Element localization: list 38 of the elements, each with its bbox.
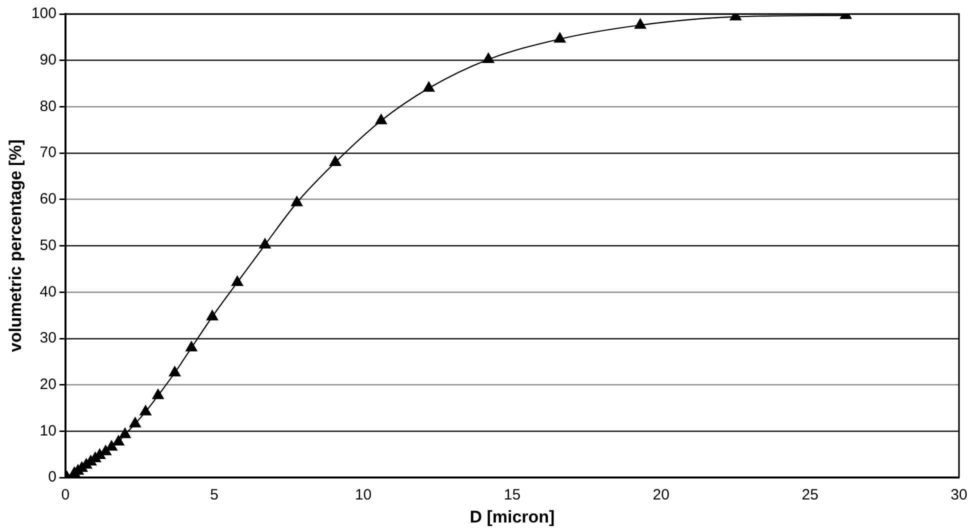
point (206, 310, 218, 320)
y-tick-label: 40 (40, 283, 56, 300)
y-tick-label: 0 (48, 468, 56, 486)
y-tick-label: 70 (40, 144, 56, 162)
point (423, 82, 435, 92)
x-tick-label: 0 (61, 486, 70, 504)
point (231, 276, 244, 286)
point (634, 18, 646, 29)
point (168, 366, 181, 376)
point (291, 196, 303, 206)
y-tick-label: 100 (31, 5, 56, 22)
x-tick-label: 10 (354, 486, 372, 504)
x-tick-label: 25 (802, 486, 818, 504)
point (482, 52, 494, 64)
x-tick-label: 15 (504, 486, 521, 504)
y-tick-label: 10 (40, 422, 56, 440)
point (554, 32, 566, 43)
point (106, 440, 118, 451)
point (375, 114, 387, 124)
point (140, 405, 152, 416)
x-tick-label: 30 (950, 486, 968, 504)
y-tick-label: 30 (40, 330, 56, 347)
point (259, 238, 271, 248)
x-tick-label: 20 (652, 486, 670, 504)
y-tick-label: 50 (40, 236, 56, 254)
point (186, 341, 198, 352)
y-axis-title: volumetric percentage [%] (6, 140, 25, 352)
y-tick-label: 80 (40, 98, 56, 115)
x-tick-label: 5 (210, 486, 219, 504)
y-tick-label: 20 (40, 376, 56, 394)
point (152, 388, 164, 400)
x-axis-title: D [micron] (470, 507, 555, 526)
point (112, 435, 124, 446)
point (119, 428, 131, 438)
point (129, 417, 141, 428)
y-tick-label: 60 (40, 190, 56, 208)
point (329, 156, 342, 166)
y-tick-label: 90 (40, 52, 56, 68)
